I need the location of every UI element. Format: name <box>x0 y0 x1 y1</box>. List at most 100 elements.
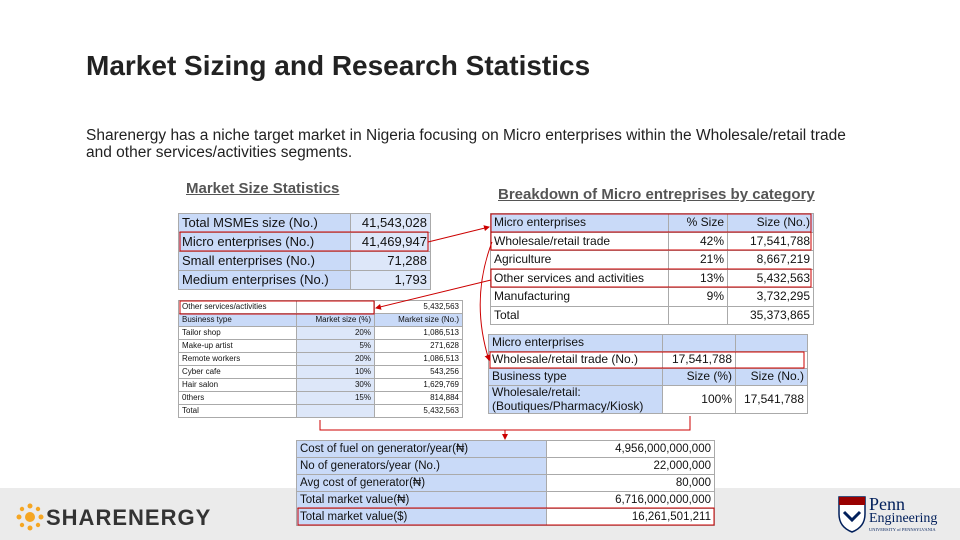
table: Cost of fuel on generator/year(₦) 4,956,0… <box>296 440 715 526</box>
table-row: Medium enterprises (No.) 1,793 <box>178 270 431 290</box>
table-row: Agriculture 21% 8,667,219 <box>490 250 814 270</box>
table-row: Wholesale/retail trade 42% 17,541,788 <box>490 231 814 251</box>
table-cell: Avg cost of generator(₦) <box>296 474 547 492</box>
table-cell: Size (No.) <box>727 213 814 233</box>
table-row: Cost of fuel on generator/year(₦) 4,956,0… <box>296 440 715 458</box>
table-cell <box>735 334 808 352</box>
partner-sub: Engineering <box>869 511 938 526</box>
table-cell: 35,373,865 <box>727 305 814 325</box>
table-cell: 100% <box>662 385 736 414</box>
table-cell: 814,884 <box>374 391 463 405</box>
table-cell: Total MSMEs size (No.) <box>178 213 351 233</box>
table-row: Total 35,373,865 <box>490 305 814 325</box>
table-cell: 21% <box>668 250 728 270</box>
brand-name: SHARENERGY <box>46 505 212 530</box>
table-cell: 17,541,788 <box>727 231 814 251</box>
table-cell: Wholesale/retail: (Boutiques/Pharmacy/Kio… <box>488 385 663 414</box>
table-cell: 20% <box>296 352 375 366</box>
penn-shield <box>838 496 866 533</box>
table-cell: Cyber cafe <box>178 365 297 379</box>
table-cell: Micro enterprises <box>488 334 663 352</box>
table-cell: 271,628 <box>374 339 463 353</box>
table-cell: Wholesale/retail trade (No.) <box>488 351 663 369</box>
brand-logo: SHARENERGY <box>14 500 214 534</box>
table-cell: 15% <box>296 391 375 405</box>
table: Other services/activities 5,432,563 Busine… <box>178 300 463 418</box>
heading: Breakdown of Micro entreprises by catego… <box>498 186 815 203</box>
table-row: Hair salon 30% 1,629,769 <box>178 378 463 392</box>
table-cell: Total <box>178 404 297 418</box>
table-cell: Business type <box>178 313 297 327</box>
table-cell: 3,732,295 <box>727 287 814 307</box>
table-cell: 5,432,563 <box>374 300 463 314</box>
table-cell: Wholesale/retail trade <box>490 231 669 251</box>
table-row: Cyber cafe 10% 543,256 <box>178 365 463 379</box>
table-cell: Other services/activities <box>178 300 297 314</box>
table-row: Wholesale/retail: (Boutiques/Pharmacy/Kio… <box>488 385 808 414</box>
table-cell: Business type <box>488 368 663 386</box>
table-cell: 42% <box>668 231 728 251</box>
heading: Market Size Statistics <box>186 180 340 197</box>
table-cell: Remote workers <box>178 352 297 366</box>
table-cell: Micro enterprises (No.) <box>178 232 351 252</box>
cell-line: Wholesale/retail: <box>492 385 581 400</box>
table-cell: 5,432,563 <box>374 404 463 418</box>
cell-line: (Boutiques/Pharmacy/Kiosk) <box>492 398 644 413</box>
table-row: Wholesale/retail trade (No.) 17,541,788 <box>488 351 808 369</box>
table-row: Small enterprises (No.) 71,288 <box>178 251 431 271</box>
title: Market Sizing and Research Statistics <box>86 50 591 81</box>
table-cell: Medium enterprises (No.) <box>178 270 351 290</box>
table-cell: Make-up artist <box>178 339 297 353</box>
table-row: Business type Size (%) Size (No.) <box>488 368 808 386</box>
intro: Sharenergy has a niche target market in … <box>86 127 846 161</box>
table-cell: Size (%) <box>662 368 736 386</box>
table-cell <box>296 300 375 314</box>
table-cell: 10% <box>296 365 375 379</box>
table-cell: 30% <box>296 378 375 392</box>
table-cell: 17,541,788 <box>662 351 736 369</box>
table-cell: 6,716,000,000,000 <box>546 491 715 509</box>
table-cell: Total <box>490 305 669 325</box>
table-cell: No of generators/year (No.) <box>296 457 547 475</box>
table-cell: Size (No.) <box>735 368 808 386</box>
table-row: 0thers 15% 814,884 <box>178 391 463 405</box>
table-cell: Cost of fuel on generator/year(₦) <box>296 440 547 458</box>
table-cell: 1,629,769 <box>374 378 463 392</box>
table-row: Total 5,432,563 <box>178 404 463 418</box>
table-cell: 1,793 <box>350 270 431 290</box>
table-row: Other services and activities 13% 5,432,56… <box>490 268 814 288</box>
table-cell: Small enterprises (No.) <box>178 251 351 271</box>
table-cell: Micro enterprises <box>490 213 669 233</box>
table-row: Make-up artist 5% 271,628 <box>178 339 463 353</box>
table-row: Total market value(₦) 6,716,000,000,000 <box>296 491 715 509</box>
table-cell <box>662 334 736 352</box>
table-cell: 1,086,513 <box>374 352 463 366</box>
table-cell: 20% <box>296 326 375 340</box>
table-cell: Total market value($) <box>296 508 547 526</box>
table-cell: 22,000,000 <box>546 457 715 475</box>
table-row: Business type Market size (%) Market size … <box>178 313 463 327</box>
table-cell <box>735 351 808 369</box>
table-cell: 543,256 <box>374 365 463 379</box>
table-cell: Total market value(₦) <box>296 491 547 509</box>
table-cell: 13% <box>668 268 728 288</box>
table-row: Avg cost of generator(₦) 80,000 <box>296 474 715 492</box>
table-cell: 17,541,788 <box>735 385 808 414</box>
connector <box>427 225 490 243</box>
table-cell: Market size (No.) <box>374 313 463 327</box>
table-cell: Hair salon <box>178 378 297 392</box>
table-cell: % Size <box>668 213 728 233</box>
table-row: Micro enterprises (No.) 41,469,947 <box>178 232 431 252</box>
table-cell: 4,956,000,000,000 <box>546 440 715 458</box>
table-row: Micro enterprises <box>488 334 808 352</box>
table-cell: 41,469,947 <box>350 232 431 252</box>
partner-univ: UNIVERSITY of PENNSYLVANIA <box>869 527 936 532</box>
table-cell: Market size (%) <box>296 313 375 327</box>
table-cell: 80,000 <box>546 474 715 492</box>
table-cell: 0thers <box>178 391 297 405</box>
table-cell: 16,261,501,211 <box>546 508 715 526</box>
table-cell <box>668 305 728 325</box>
connector <box>319 416 691 431</box>
table-cell: 1,086,513 <box>374 326 463 340</box>
